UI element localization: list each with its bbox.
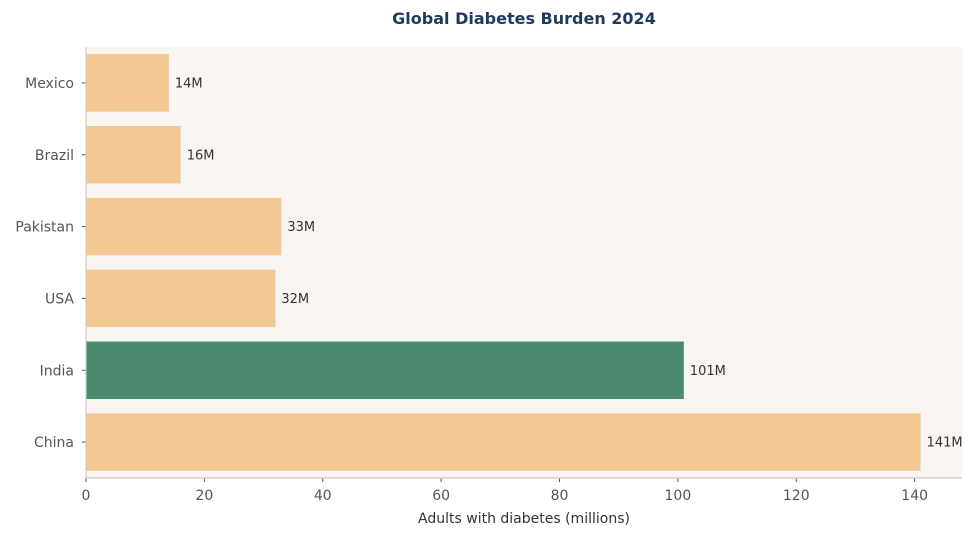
data-label-mexico: 14M [175,76,203,91]
y-tick-label-pakistan: Pakistan [15,220,74,236]
x-tick-label-100: 100 [665,488,692,504]
bar-pakistan [86,197,282,256]
x-tick-label-40: 40 [314,488,332,504]
data-label-china: 141M [927,436,963,451]
data-labels-group: 14M 16M 33M 32M 101M 141M [175,76,963,450]
x-tick-label-80: 80 [551,488,569,504]
y-tick-label-mexico: Mexico [25,76,74,92]
data-label-brazil: 16M [187,148,215,163]
bar-mexico [86,54,169,112]
x-tick-label-120: 120 [783,488,810,504]
x-tick-label-60: 60 [432,488,450,504]
x-tick-label-140: 140 [901,488,928,504]
chart-title: Global Diabetes Burden 2024 [392,9,656,28]
bar-usa [86,269,276,328]
x-tick-label-0: 0 [82,488,91,504]
bar-india [86,341,684,399]
plot-background [86,47,962,478]
bar-brazil [86,126,181,184]
y-tick-label-brazil: Brazil [35,148,74,164]
x-tick-label-20: 20 [195,488,213,504]
data-label-india: 101M [690,364,726,379]
y-tick-label-usa: USA [45,291,74,307]
data-label-pakistan: 33M [287,220,315,235]
y-tick-label-india: India [40,363,74,379]
x-axis-label: Adults with diabetes (millions) [418,511,630,527]
y-tick-label-china: China [34,435,74,451]
bar-china [86,413,921,471]
data-label-usa: 32M [281,292,309,307]
y-axis-ticks: Mexico Brazil Pakistan USA India China [15,76,86,451]
bars-group [86,54,921,471]
x-axis-ticks: 0 20 40 60 80 100 120 140 [82,478,928,504]
